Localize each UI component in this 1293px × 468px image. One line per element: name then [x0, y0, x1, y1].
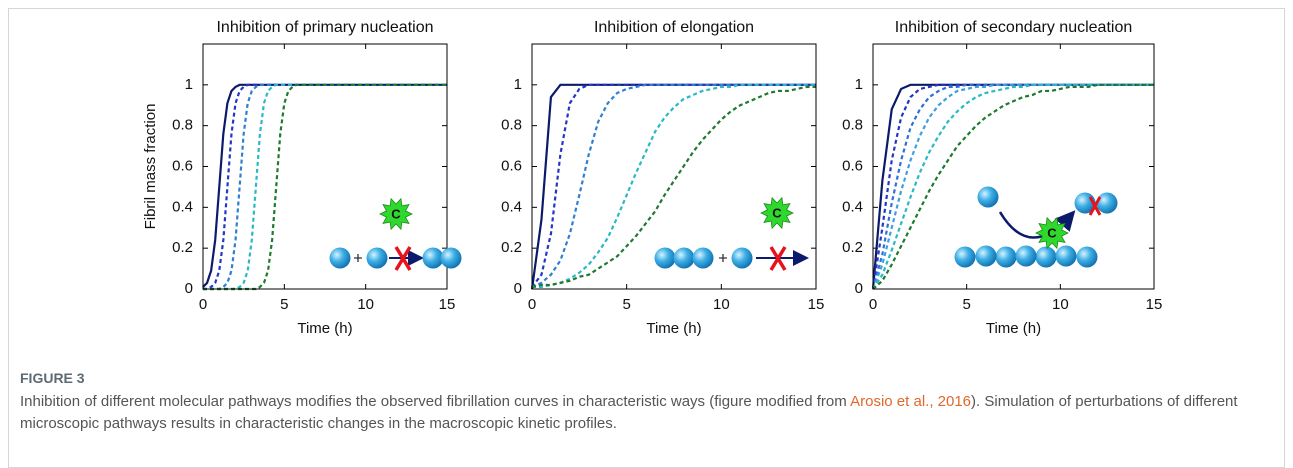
- inset-diagram: C: [654, 197, 809, 271]
- y-axis-label: Fibril mass fraction: [142, 104, 159, 230]
- y-tick-label: 0: [514, 280, 522, 297]
- x-tick-label: 5: [962, 296, 970, 313]
- inset-diagram: C: [954, 186, 1118, 268]
- figure-label: FIGURE 3: [20, 370, 85, 386]
- plot-frame: [202, 43, 448, 290]
- series-line: [872, 83, 1154, 290]
- series-line: [871, 83, 1154, 290]
- caption: FIGURE 3 Inhibition of different molecul…: [20, 367, 1282, 435]
- x-axis-label: Time (h): [646, 320, 701, 337]
- inset-label: C: [1047, 225, 1057, 240]
- y-tick-label: 0: [185, 280, 193, 297]
- series-line: [532, 83, 816, 289]
- citation-link[interactable]: Arosio et al., 2016: [850, 393, 972, 410]
- caption-text: Inhibition of different molecular pathwa…: [20, 393, 851, 410]
- caption-text: ). Simulation of perturbations of differ…: [20, 393, 1238, 432]
- y-tick-label: 1: [185, 76, 193, 93]
- chart-title: Inhibition of elongation: [594, 19, 754, 36]
- inset-label: C: [772, 205, 782, 220]
- y-tick-label: 1: [855, 76, 863, 93]
- y-tick-label: 0.8: [842, 117, 863, 134]
- y-tick-label: 0.2: [172, 239, 193, 256]
- figure: Inhibition of primary nucleation 0 0.2 0.4 0…: [142, 19, 1163, 337]
- chart-title: Inhibition of secondary nucleation: [895, 19, 1133, 36]
- x-tick-label: 10: [713, 296, 730, 313]
- y-tick-label: 0.6: [501, 157, 522, 174]
- y-tick-label: 1: [514, 76, 522, 93]
- series-line: [872, 83, 1154, 290]
- plot-frame: [531, 43, 817, 290]
- y-tick-label: 0.4: [501, 198, 522, 215]
- series-line: [202, 83, 447, 288]
- x-tick-label: 10: [357, 296, 374, 313]
- y-tick-label: 0.2: [501, 239, 522, 256]
- x-tick-label: 0: [199, 296, 207, 313]
- page: Inhibition of primary nucleation 0 0.2 0.4 0…: [8, 8, 1285, 468]
- inset-label: C: [391, 206, 401, 221]
- x-tick-label: 10: [1052, 296, 1069, 313]
- x-axis-label: Time (h): [297, 320, 352, 337]
- x-tick-label: 15: [1146, 296, 1163, 313]
- x-tick-label: 5: [280, 296, 288, 313]
- inset-diagram: C: [329, 198, 462, 271]
- plot-frame: [872, 43, 1155, 290]
- y-tick-label: 0.6: [842, 157, 863, 174]
- y-tick-label: 0.2: [842, 239, 863, 256]
- x-tick-label: 5: [622, 296, 630, 313]
- x-tick-label: 0: [528, 296, 536, 313]
- y-tick-label: 0.4: [172, 198, 193, 215]
- chart-title: Inhibition of primary nucleation: [216, 19, 433, 36]
- y-tick-label: 0.6: [172, 157, 193, 174]
- series-line: [531, 83, 816, 288]
- x-axis-label: Time (h): [986, 320, 1041, 337]
- x-tick-label: 0: [869, 296, 877, 313]
- y-tick-label: 0: [855, 280, 863, 297]
- y-tick-label: 0.8: [172, 117, 193, 134]
- x-tick-label: 15: [439, 296, 456, 313]
- y-tick-label: 0.8: [501, 117, 522, 134]
- y-tick-label: 0.4: [842, 198, 863, 215]
- x-tick-label: 15: [808, 296, 825, 313]
